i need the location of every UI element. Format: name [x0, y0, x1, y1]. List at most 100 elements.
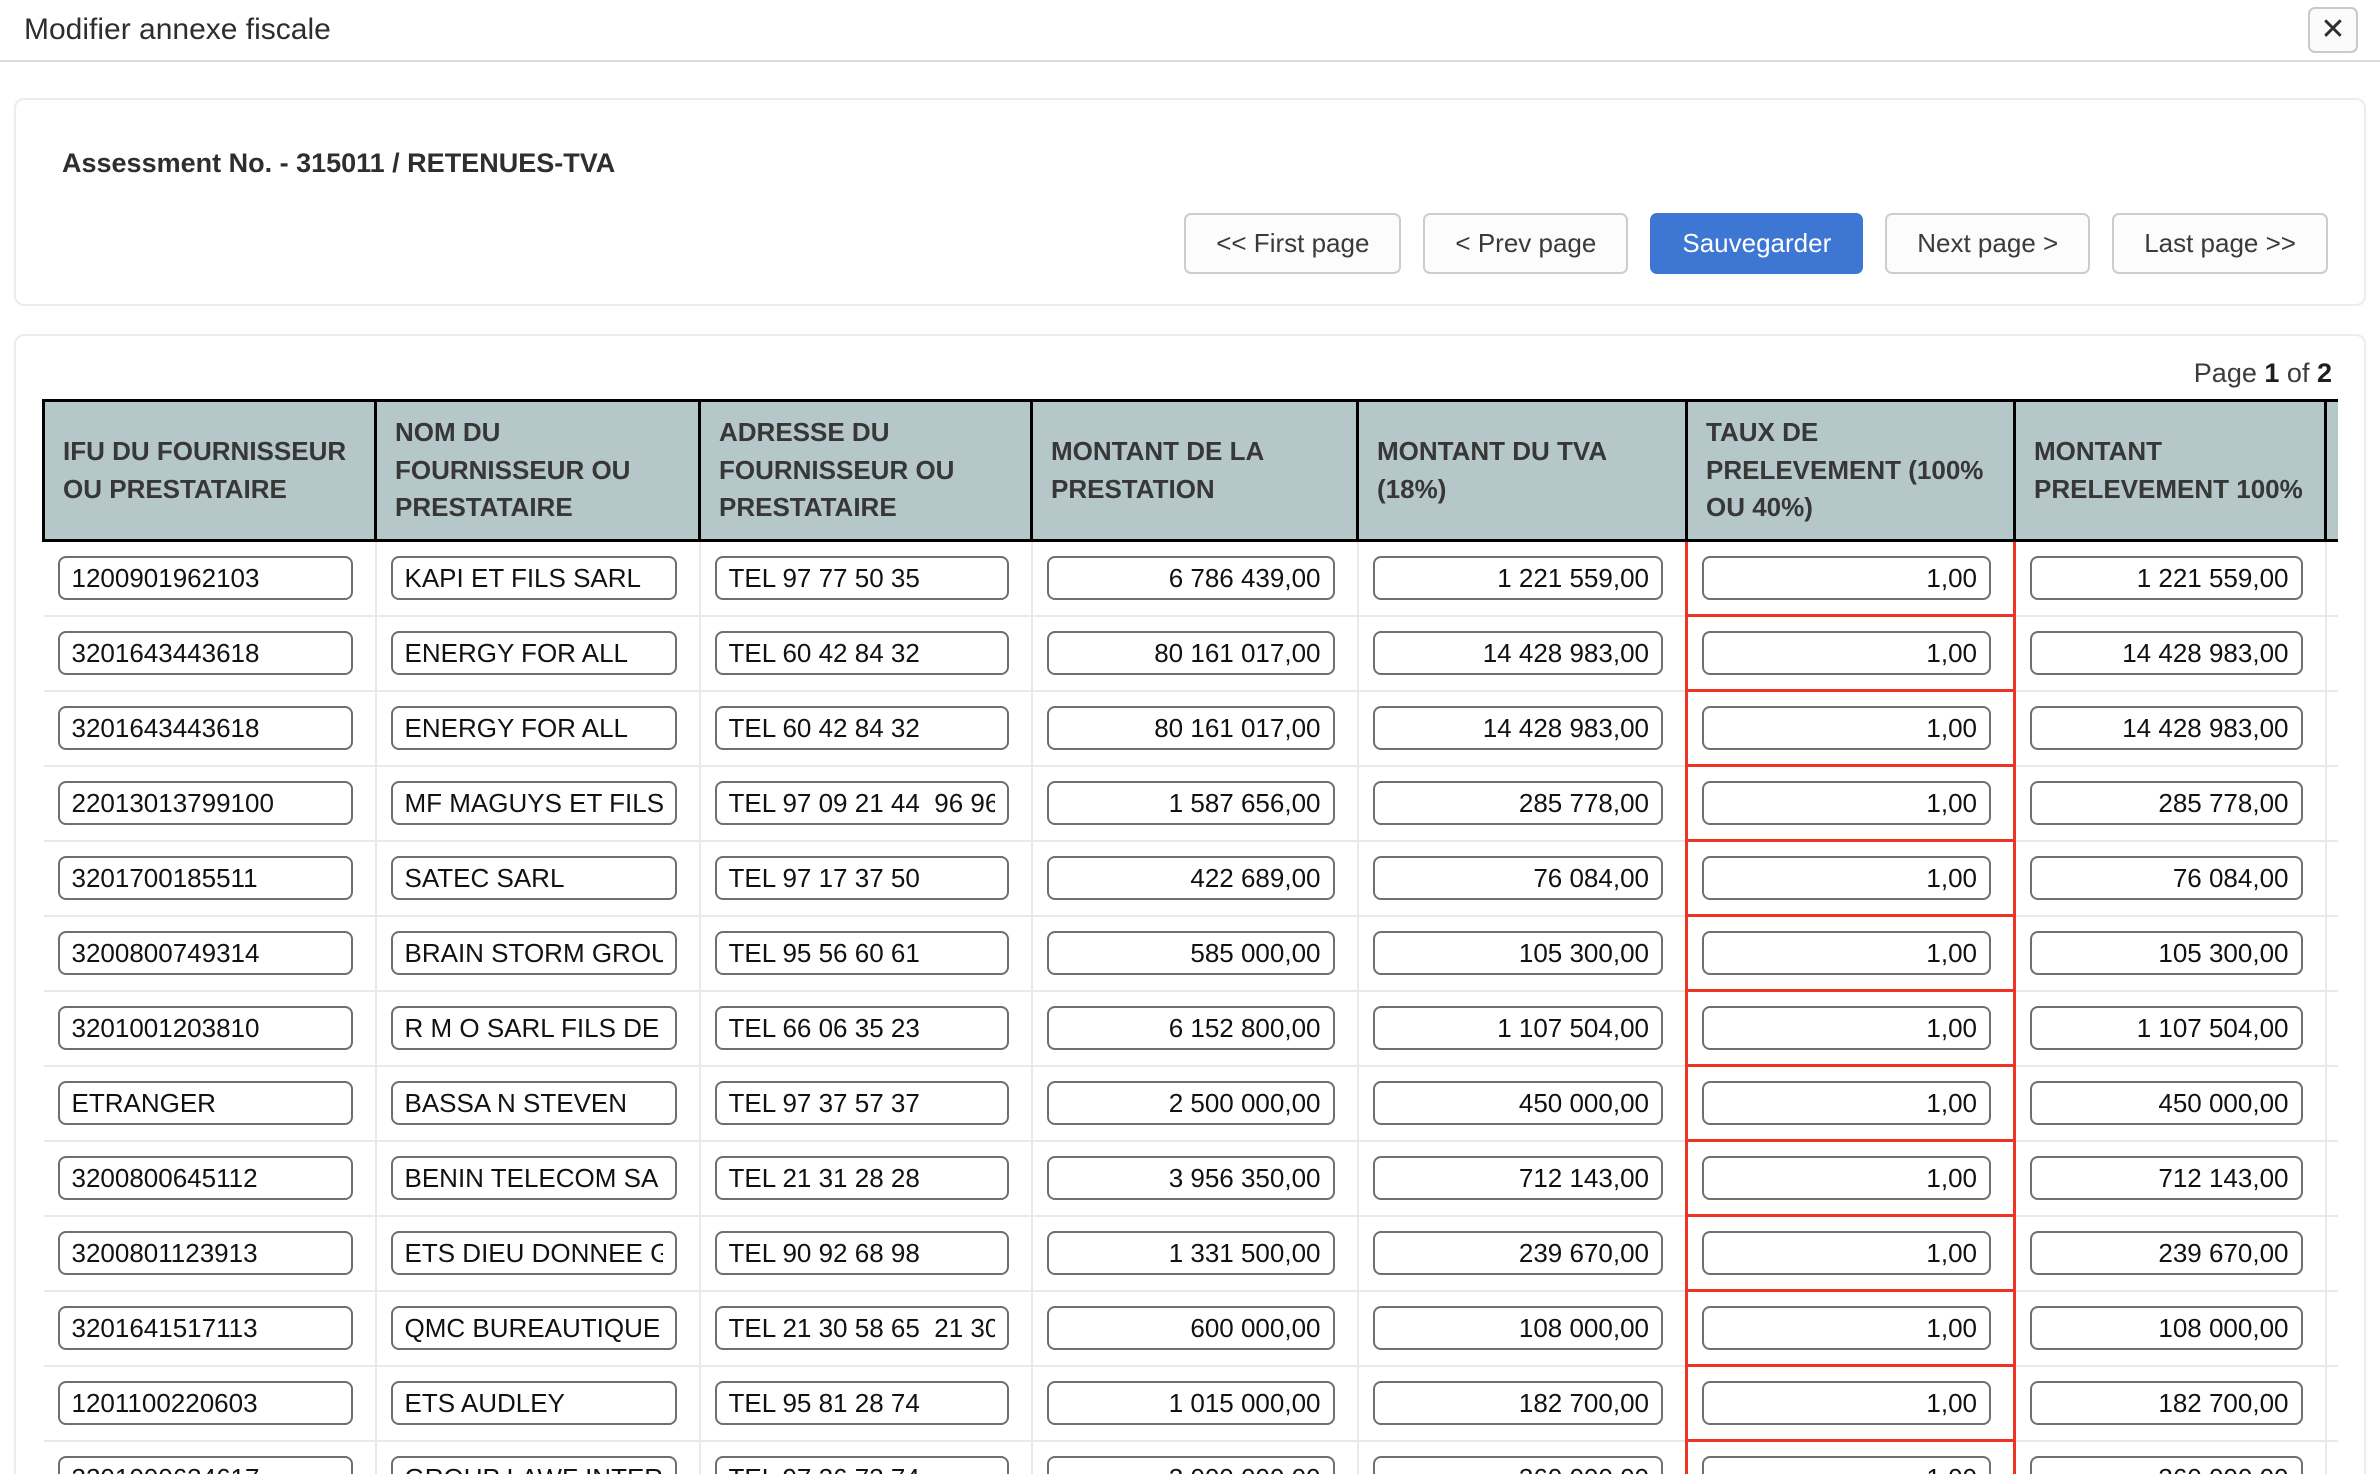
table-scroll-area[interactable]: IFU DU FOURNISSEUR OU PRESTATAIRE NOM DU…	[42, 399, 2338, 1474]
nom-input[interactable]	[390, 1006, 677, 1051]
adresse-input[interactable]	[714, 856, 1009, 901]
montant-tva-input[interactable]	[1372, 556, 1663, 601]
montant-prelevement-input[interactable]	[2030, 931, 2303, 976]
montant-tva-input[interactable]	[1372, 931, 1663, 976]
montant-prelevement-input[interactable]	[2030, 631, 2303, 676]
taux-prelevement-input[interactable]	[1702, 1456, 1991, 1474]
ifu-input[interactable]	[57, 931, 353, 976]
adresse-input[interactable]	[714, 931, 1009, 976]
ifu-input[interactable]	[57, 1156, 353, 1201]
taux-prelevement-input[interactable]	[1702, 931, 1991, 976]
montant-tva-input[interactable]	[1372, 1081, 1663, 1126]
montant-prelevement-input[interactable]	[2030, 1231, 2303, 1276]
adresse-input[interactable]	[714, 1006, 1009, 1051]
adresse-input[interactable]	[714, 781, 1009, 826]
adresse-input[interactable]	[714, 1456, 1009, 1474]
nom-input[interactable]	[390, 781, 677, 826]
adresse-input[interactable]	[714, 631, 1009, 676]
montant-tva-input[interactable]	[1372, 781, 1663, 826]
ifu-input[interactable]	[57, 706, 353, 751]
taux-prelevement-input[interactable]	[1702, 1156, 1991, 1201]
ifu-input[interactable]	[57, 781, 353, 826]
taux-prelevement-input[interactable]	[1702, 1081, 1991, 1126]
montant-tva-input[interactable]	[1372, 856, 1663, 901]
nom-input[interactable]	[390, 631, 677, 676]
taux-prelevement-input[interactable]	[1702, 856, 1991, 901]
ifu-input[interactable]	[57, 1006, 353, 1051]
taux-prelevement-input[interactable]	[1702, 631, 1991, 676]
first-page-button[interactable]: << First page	[1184, 213, 1402, 274]
montant-prestation-input[interactable]	[1046, 856, 1335, 901]
nom-input[interactable]	[390, 1081, 677, 1126]
montant-prestation-input[interactable]	[1046, 1156, 1335, 1201]
montant-prestation-input[interactable]	[1046, 1231, 1335, 1276]
nom-input[interactable]	[390, 1381, 677, 1426]
montant-prelevement-input[interactable]	[2030, 1156, 2303, 1201]
montant-prestation-input[interactable]	[1046, 1381, 1335, 1426]
taux-prelevement-input[interactable]	[1702, 1006, 1991, 1051]
montant-tva-input[interactable]	[1372, 1456, 1663, 1474]
taux-prelevement-input[interactable]	[1702, 1381, 1991, 1426]
montant-prestation-input[interactable]	[1046, 931, 1335, 976]
montant-prestation-input[interactable]	[1046, 1081, 1335, 1126]
ifu-input[interactable]	[57, 1231, 353, 1276]
adresse-input[interactable]	[714, 706, 1009, 751]
montant-prelevement-input[interactable]	[2030, 1306, 2303, 1351]
ifu-input[interactable]	[57, 1456, 353, 1474]
montant-prelevement-input[interactable]	[2030, 1456, 2303, 1474]
nom-input[interactable]	[390, 1306, 677, 1351]
ifu-input[interactable]	[57, 1381, 353, 1426]
save-button[interactable]: Sauvegarder	[1650, 213, 1864, 274]
last-page-button[interactable]: Last page >>	[2112, 213, 2328, 274]
montant-tva-input[interactable]	[1372, 1006, 1663, 1051]
partial-cell	[2325, 1140, 2338, 1217]
montant-tva-input[interactable]	[1372, 631, 1663, 676]
nom-input[interactable]	[390, 1156, 677, 1201]
montant-tva-input[interactable]	[1372, 1306, 1663, 1351]
ifu-input[interactable]	[57, 556, 353, 601]
montant-prestation-input[interactable]	[1046, 1306, 1335, 1351]
ifu-input[interactable]	[57, 631, 353, 676]
montant-tva-input[interactable]	[1372, 706, 1663, 751]
montant-tva-input[interactable]	[1372, 1231, 1663, 1276]
montant-prestation-input[interactable]	[1046, 631, 1335, 676]
montant-prelevement-input[interactable]	[2030, 781, 2303, 826]
adresse-input[interactable]	[714, 1081, 1009, 1126]
montant-prelevement-input[interactable]	[2030, 706, 2303, 751]
montant-prestation-input[interactable]	[1046, 1006, 1335, 1051]
montant-prelevement-input[interactable]	[2030, 1006, 2303, 1051]
ifu-input[interactable]	[57, 856, 353, 901]
montant-prelevement-input[interactable]	[2030, 856, 2303, 901]
taux-prelevement-input[interactable]	[1702, 1231, 1991, 1276]
montant-prestation-input[interactable]	[1046, 781, 1335, 826]
nom-input[interactable]	[390, 1456, 677, 1474]
ifu-input[interactable]	[57, 1306, 353, 1351]
adresse-input[interactable]	[714, 1306, 1009, 1351]
adresse-input[interactable]	[714, 556, 1009, 601]
nom-input[interactable]	[390, 556, 677, 601]
montant-tva-input[interactable]	[1372, 1156, 1663, 1201]
taux-prelevement-input[interactable]	[1702, 1306, 1991, 1351]
taux-prelevement-input[interactable]	[1702, 706, 1991, 751]
nom-input[interactable]	[390, 931, 677, 976]
adresse-input[interactable]	[714, 1381, 1009, 1426]
adresse-input[interactable]	[714, 1156, 1009, 1201]
next-page-button[interactable]: Next page >	[1885, 213, 2091, 274]
page-of-word: of	[2286, 358, 2310, 388]
montant-prestation-input[interactable]	[1046, 556, 1335, 601]
close-button[interactable]: ✕	[2308, 7, 2358, 53]
montant-prelevement-input[interactable]	[2030, 1081, 2303, 1126]
prev-page-button[interactable]: < Prev page	[1423, 213, 1629, 274]
adresse-input[interactable]	[714, 1231, 1009, 1276]
montant-tva-input[interactable]	[1372, 1381, 1663, 1426]
taux-prelevement-input[interactable]	[1702, 556, 1991, 601]
montant-prelevement-input[interactable]	[2030, 1381, 2303, 1426]
montant-prestation-input[interactable]	[1046, 1456, 1335, 1474]
ifu-input[interactable]	[57, 1081, 353, 1126]
nom-input[interactable]	[390, 706, 677, 751]
montant-prestation-input[interactable]	[1046, 706, 1335, 751]
nom-input[interactable]	[390, 1231, 677, 1276]
nom-input[interactable]	[390, 856, 677, 901]
montant-prelevement-input[interactable]	[2030, 556, 2303, 601]
taux-prelevement-input[interactable]	[1702, 781, 1991, 826]
